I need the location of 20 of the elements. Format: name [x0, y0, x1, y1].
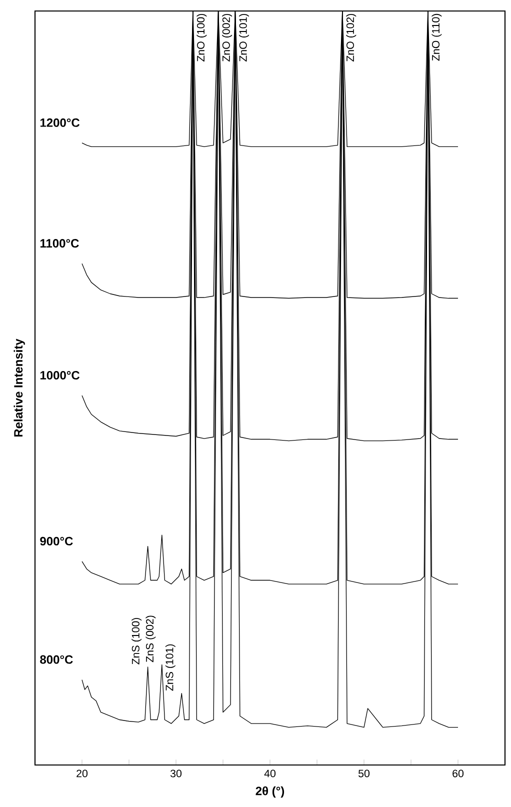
series-label: 1000°C [40, 371, 80, 380]
annotation: ZnS (101) [165, 644, 176, 691]
annotation: ZnO (110) [432, 14, 442, 61]
series-label: 800°C [40, 655, 73, 664]
x-tick-label: 30 [170, 770, 182, 778]
y-axis-title: Relative Intensity [14, 338, 25, 437]
series-label: 900°C [40, 536, 73, 546]
annotation: ZnO (100) [196, 14, 207, 62]
annotation: ZnS (100) [132, 618, 142, 664]
x-tick-label: 40 [264, 770, 276, 778]
series-label: 1200°C [40, 118, 80, 127]
x-tick-label: 20 [76, 770, 88, 778]
annotation: ZnO (102) [346, 14, 356, 62]
x-tick-label: 50 [358, 770, 370, 778]
annotation: ZnS (002) [146, 616, 156, 662]
annotation: ZnO (101) [239, 14, 249, 62]
annotation: ZnO (002) [222, 14, 232, 62]
x-tick-label: 60 [452, 770, 464, 778]
x-axis-title: 2θ (°) [256, 786, 284, 798]
series-label: 1100°C [40, 239, 79, 248]
